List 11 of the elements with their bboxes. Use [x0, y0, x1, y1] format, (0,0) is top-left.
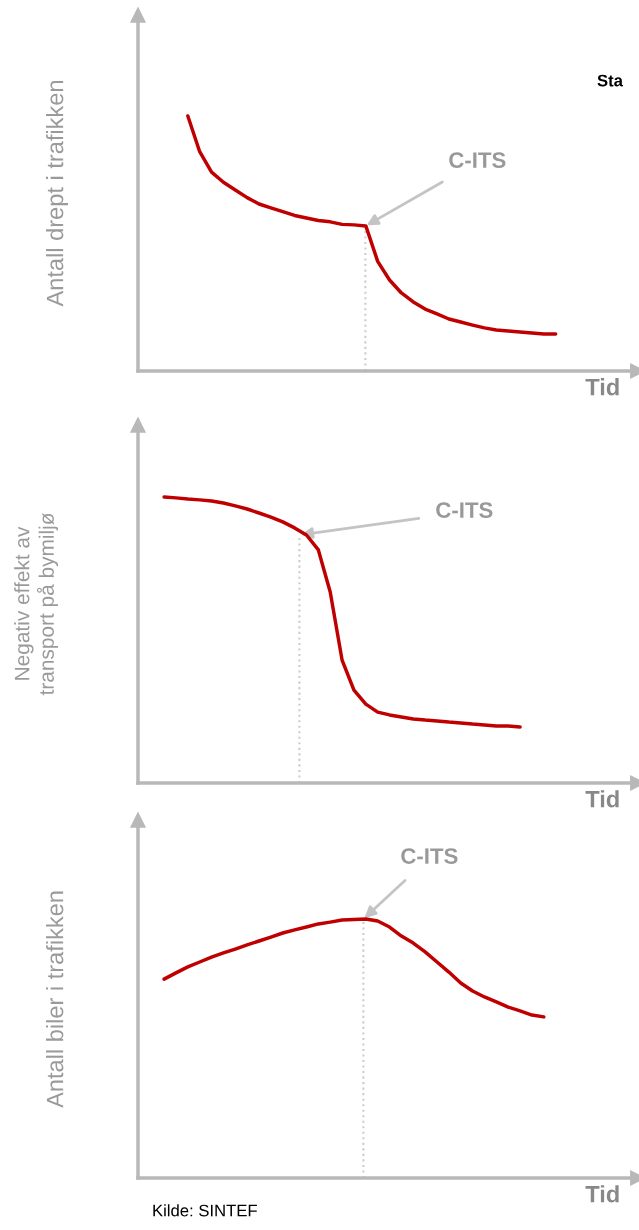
y-axis-title: Antall drept i trafikken	[46, 81, 69, 307]
x-axis-title: Tid	[585, 378, 619, 396]
annotation: C-ITS	[436, 502, 493, 518]
text: C-ITS	[401, 848, 458, 864]
y-axis-title: Negativ effekt av transport på bymiljø	[14, 513, 59, 696]
x-axis-title: Tid	[585, 1185, 619, 1203]
text: Sta	[597, 74, 624, 87]
text: Kilde: SINTEF	[153, 1204, 257, 1217]
x-axis-title: Tid	[585, 790, 619, 808]
annotation: C-ITS	[449, 152, 506, 168]
y-axis-title: Antall biler i trafikken	[46, 891, 64, 1108]
